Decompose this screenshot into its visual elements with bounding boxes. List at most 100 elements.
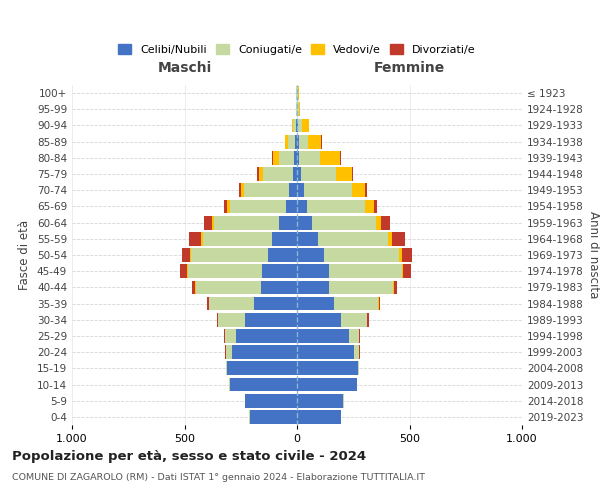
Bar — [227, 200, 229, 213]
Bar — [218, 313, 245, 326]
Bar — [263, 167, 293, 181]
Bar — [250, 410, 297, 424]
Bar — [297, 264, 329, 278]
Bar — [204, 216, 212, 230]
Bar — [245, 394, 297, 407]
Bar — [254, 296, 297, 310]
Bar — [299, 135, 308, 148]
Bar — [226, 346, 232, 359]
Bar — [272, 151, 273, 164]
Bar — [207, 296, 209, 310]
Bar — [379, 296, 380, 310]
Bar — [295, 135, 297, 148]
Bar — [187, 264, 188, 278]
Bar — [217, 313, 218, 326]
Bar — [241, 184, 244, 197]
Bar — [203, 232, 272, 245]
Bar — [297, 313, 341, 326]
Bar — [359, 329, 360, 343]
Bar — [329, 280, 392, 294]
Bar — [259, 167, 263, 181]
Bar — [293, 118, 296, 132]
Bar — [392, 280, 394, 294]
Bar — [352, 167, 353, 181]
Y-axis label: Fasce di età: Fasce di età — [19, 220, 31, 290]
Bar — [289, 135, 295, 148]
Bar — [189, 232, 202, 245]
Bar — [340, 151, 341, 164]
Bar — [182, 248, 190, 262]
Bar — [301, 167, 336, 181]
Bar — [226, 362, 227, 375]
Bar — [192, 280, 195, 294]
Bar — [378, 296, 379, 310]
Bar — [297, 248, 324, 262]
Bar — [244, 184, 289, 197]
Bar — [292, 118, 293, 132]
Bar — [296, 118, 297, 132]
Bar — [334, 296, 378, 310]
Bar — [341, 313, 367, 326]
Bar — [297, 216, 311, 230]
Bar — [285, 135, 289, 148]
Text: COMUNE DI ZAGAROLO (RM) - Dati ISTAT 1° gennaio 2024 - Elaborazione TUTTITALIA.I: COMUNE DI ZAGAROLO (RM) - Dati ISTAT 1° … — [12, 472, 425, 482]
Bar — [329, 264, 401, 278]
Bar — [297, 167, 301, 181]
Bar — [229, 378, 297, 392]
Legend: Celibi/Nubili, Coniugati/e, Vedovi/e, Divorziati/e: Celibi/Nubili, Coniugati/e, Vedovi/e, Di… — [114, 40, 480, 59]
Bar — [298, 102, 299, 116]
Bar — [273, 151, 278, 164]
Bar — [195, 280, 196, 294]
Bar — [401, 248, 412, 262]
Bar — [299, 102, 300, 116]
Bar — [367, 313, 368, 326]
Bar — [392, 232, 405, 245]
Bar — [202, 232, 203, 245]
Bar — [311, 216, 376, 230]
Bar — [403, 264, 412, 278]
Bar — [239, 184, 241, 197]
Bar — [278, 151, 295, 164]
Bar — [196, 280, 261, 294]
Text: Femmine: Femmine — [374, 62, 445, 76]
Bar — [302, 118, 309, 132]
Bar — [365, 200, 373, 213]
Bar — [190, 248, 191, 262]
Bar — [297, 394, 343, 407]
Bar — [308, 135, 322, 148]
Bar — [286, 200, 297, 213]
Bar — [358, 362, 359, 375]
Bar — [319, 232, 388, 245]
Bar — [336, 167, 352, 181]
Bar — [229, 200, 286, 213]
Bar — [297, 410, 341, 424]
Bar — [289, 184, 297, 197]
Bar — [212, 216, 214, 230]
Bar — [297, 329, 349, 343]
Bar — [272, 232, 297, 245]
Bar — [307, 200, 365, 213]
Bar — [352, 184, 365, 197]
Bar — [279, 216, 297, 230]
Bar — [324, 248, 400, 262]
Bar — [401, 264, 403, 278]
Bar — [257, 167, 259, 181]
Bar — [320, 151, 340, 164]
Bar — [297, 378, 356, 392]
Bar — [214, 216, 279, 230]
Bar — [349, 329, 359, 343]
Bar — [236, 329, 297, 343]
Bar — [297, 151, 299, 164]
Bar — [298, 118, 302, 132]
Bar — [400, 248, 401, 262]
Text: Popolazione per età, sesso e stato civile - 2024: Popolazione per età, sesso e stato civil… — [12, 450, 366, 463]
Bar — [297, 346, 355, 359]
Bar — [297, 296, 334, 310]
Bar — [297, 200, 307, 213]
Bar — [188, 264, 262, 278]
Bar — [299, 151, 320, 164]
Bar — [245, 313, 297, 326]
Bar — [227, 362, 297, 375]
Bar — [209, 296, 254, 310]
Bar — [394, 280, 397, 294]
